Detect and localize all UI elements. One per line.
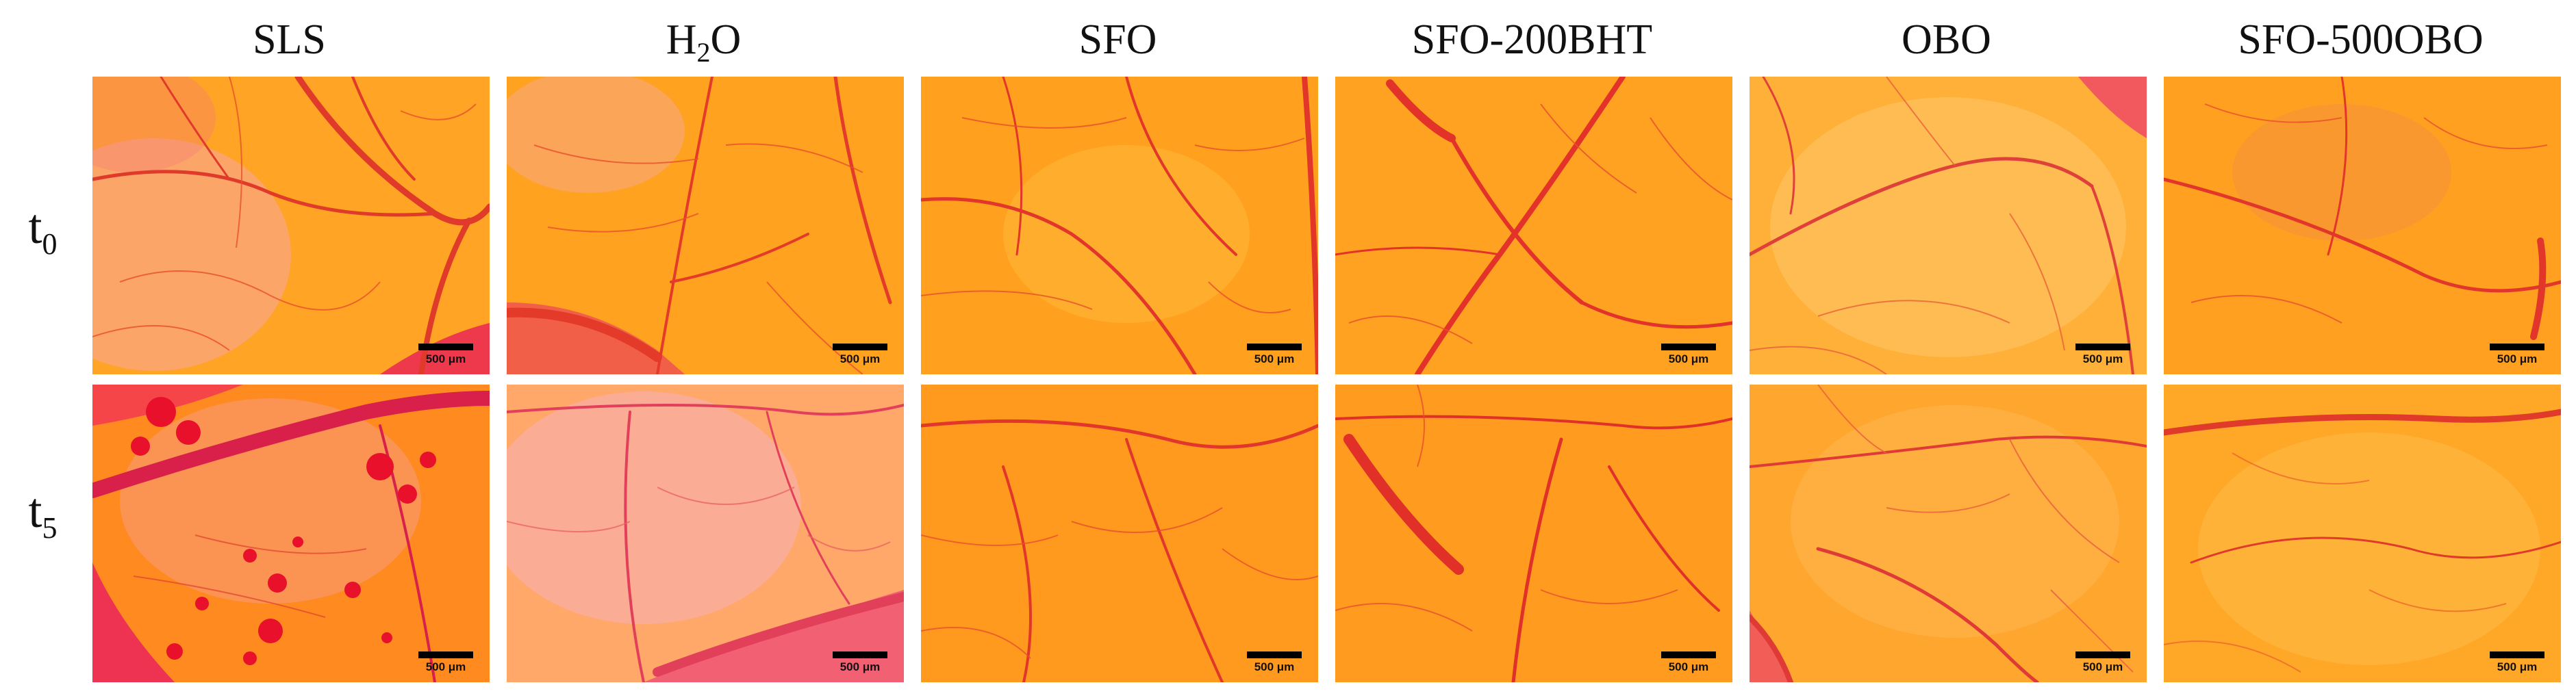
scale-bar-line — [2075, 651, 2130, 658]
scale-bar: 500 μm — [418, 344, 473, 366]
row-label-t5: t5 — [28, 483, 58, 545]
micrograph-sfo-200bht-t5: 500 μm — [1335, 385, 1732, 682]
scale-bar-label: 500 μm — [1254, 352, 1295, 365]
scale-bar: 500 μm — [833, 651, 887, 674]
micrograph-sfo-500obo-t0: 500 μm — [2164, 77, 2561, 374]
scale-bar-label: 500 μm — [2082, 660, 2123, 673]
micrograph-sls-t0: 500 μm — [92, 77, 490, 374]
micrograph-obo-t0: 500 μm — [1750, 77, 2147, 374]
scale-bar-label: 500 μm — [2497, 352, 2538, 365]
scale-bar-line — [2490, 651, 2545, 658]
scale-bar: 500 μm — [1661, 344, 1716, 366]
scale-bar: 500 μm — [1247, 344, 1302, 366]
scale-bar: 500 μm — [418, 651, 473, 674]
micrograph-sfo-t5: 500 μm — [921, 385, 1318, 682]
scale-bar-line — [2075, 344, 2130, 350]
scale-bar-label: 500 μm — [1254, 660, 1295, 673]
scale-bar: 500 μm — [2490, 651, 2545, 674]
scale-bar-line — [2490, 344, 2545, 350]
scale-bar-label: 500 μm — [839, 352, 881, 365]
scale-bar-label: 500 μm — [1668, 660, 1709, 673]
scale-bar: 500 μm — [2490, 344, 2545, 366]
micrograph-sls-t5: 500 μm — [92, 385, 490, 682]
micrograph-obo-t5: 500 μm — [1750, 385, 2147, 682]
scale-bar: 500 μm — [2075, 651, 2130, 674]
scale-bar-line — [833, 651, 887, 658]
micrograph-sfo-500obo-t5: 500 μm — [2164, 385, 2561, 682]
column-header-sls: SLS — [253, 16, 326, 63]
scale-bar-label: 500 μm — [2497, 660, 2538, 673]
scale-bar: 500 μm — [833, 344, 887, 366]
scale-bar: 500 μm — [2075, 344, 2130, 366]
scale-bar-label: 500 μm — [2082, 352, 2123, 365]
column-header-obo: OBO — [1902, 16, 1991, 63]
scale-bar-label: 500 μm — [839, 660, 881, 673]
scale-bar-label: 500 μm — [425, 660, 466, 673]
scale-bar: 500 μm — [1661, 651, 1716, 674]
column-header-sfo: SFO — [1078, 16, 1157, 63]
micrograph-sfo-t0: 500 μm — [921, 77, 1318, 374]
column-header-h2o: H2O — [666, 16, 742, 68]
column-header-sfo-500obo: SFO-500OBO — [2238, 16, 2484, 63]
scale-bar-line — [418, 651, 473, 658]
scale-bar-line — [1661, 651, 1716, 658]
scale-bar-label: 500 μm — [425, 352, 466, 365]
scale-bar-label: 500 μm — [1668, 352, 1709, 365]
scale-bar-line — [833, 344, 887, 350]
column-header-sfo-200bht: SFO-200BHT — [1411, 16, 1653, 63]
scale-bar-line — [1247, 651, 1302, 658]
scale-bar-line — [418, 344, 473, 350]
scale-bar: 500 μm — [1247, 651, 1302, 674]
micrograph-h2o-t5: 500 μm — [507, 385, 904, 682]
micrograph-h2o-t0: 500 μm — [507, 77, 904, 374]
micrograph-sfo-200bht-t0: 500 μm — [1335, 77, 1732, 374]
scale-bar-line — [1661, 344, 1716, 350]
scale-bar-line — [1247, 344, 1302, 350]
row-label-t0: t0 — [28, 199, 58, 261]
